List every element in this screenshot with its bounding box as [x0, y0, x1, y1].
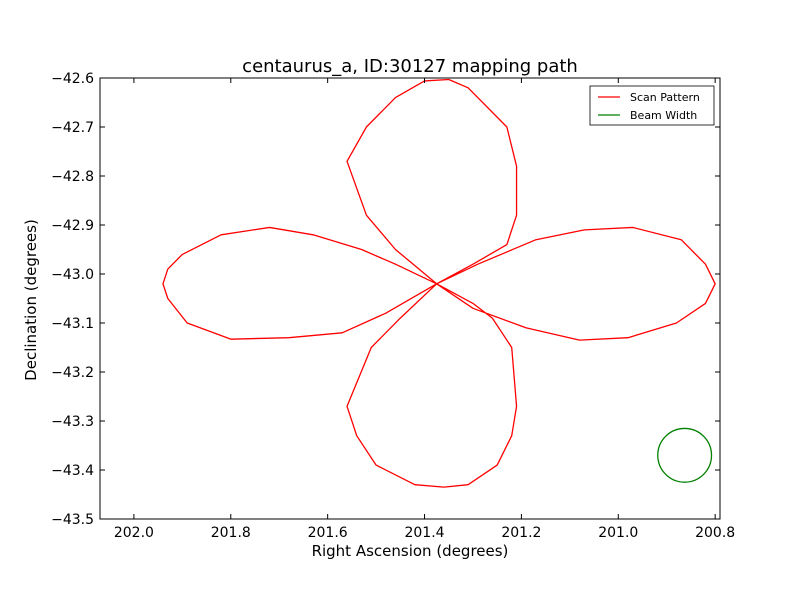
- y-tick-label: −43.3: [51, 414, 94, 430]
- x-axis: 202.0 201.8 201.6 201.4 201.2 201.0 200.8: [114, 78, 735, 541]
- y-tick-label: −42.8: [51, 169, 94, 185]
- y-axis-title: Declination (degrees): [22, 219, 40, 381]
- legend: Scan Pattern Beam Width: [589, 85, 715, 126]
- y-tick-label: −42.9: [51, 218, 94, 234]
- scan-pattern-line: [162, 78, 716, 488]
- x-tick-label: 202.0: [114, 525, 154, 541]
- y-tick-label: −43.4: [51, 463, 94, 479]
- plot-area: [162, 78, 716, 488]
- x-tick-label: 201.0: [598, 525, 638, 541]
- x-tick-label: 200.8: [695, 525, 735, 541]
- x-tick-label: 201.4: [404, 525, 444, 541]
- y-tick-label: −42.7: [51, 120, 94, 136]
- x-axis-title: Right Ascension (degrees): [312, 542, 509, 560]
- legend-label-beam-width: Beam Width: [630, 109, 697, 122]
- plot-frame: [99, 77, 721, 520]
- legend-box: [589, 85, 715, 126]
- y-tick-label: −42.6: [51, 71, 94, 87]
- y-tick-label: −43.2: [51, 365, 94, 381]
- x-tick-label: 201.2: [501, 525, 541, 541]
- legend-label-scan-pattern: Scan Pattern: [630, 91, 700, 104]
- y-tick-label: −43.5: [51, 512, 94, 528]
- y-tick-label: −43.1: [51, 316, 94, 332]
- x-tick-label: 201.6: [308, 525, 348, 541]
- chart-title: centaurus_a, ID:30127 mapping path: [242, 56, 578, 77]
- beam-width-circle: [657, 427, 713, 483]
- y-tick-label: −43.0: [51, 267, 94, 283]
- x-tick-label: 201.8: [211, 525, 251, 541]
- y-axis: −42.6 −42.7 −42.8 −42.9 −43.0 −43.1 −43.2 −43.3…: [51, 71, 720, 528]
